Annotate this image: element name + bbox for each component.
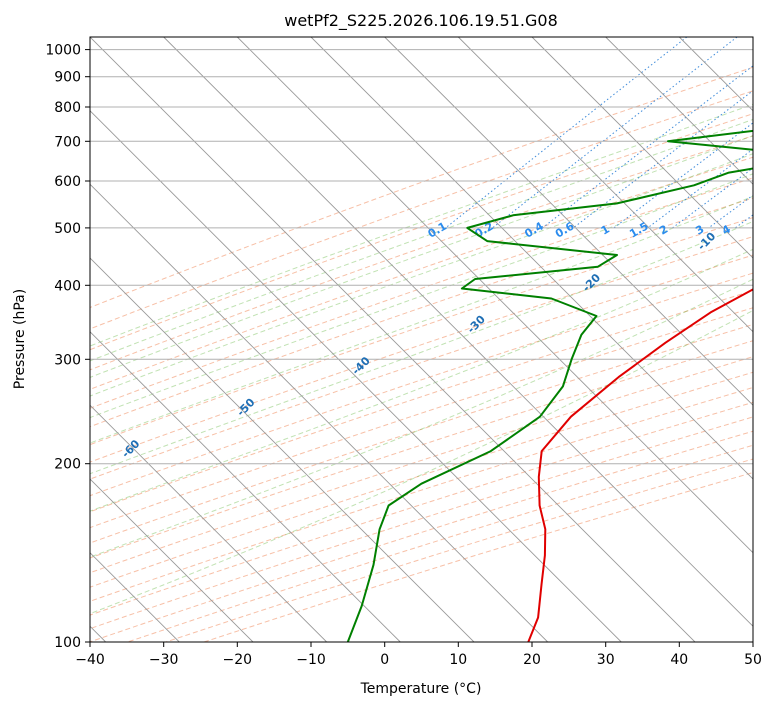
mixing-ratio-label: 0.6 (553, 219, 577, 240)
y-tick-label: 800 (54, 100, 81, 116)
dry-adiabat-line (90, 323, 753, 544)
y-tick-label: 300 (54, 352, 81, 368)
dry-adiabat-line (90, 290, 753, 513)
isotherm-line (531, 37, 753, 259)
dry-adiabat-line (90, 113, 753, 351)
y-tick-label: 400 (54, 278, 81, 294)
x-tick-label: −10 (296, 652, 326, 668)
y-tick-label: 600 (54, 174, 81, 190)
isotherm-line (90, 331, 401, 642)
x-tick-label: 10 (449, 652, 467, 668)
mixing-ratio-line (542, 65, 753, 229)
profile-series-line (346, 129, 753, 642)
y-tick-label: 1000 (45, 43, 81, 59)
y-tick-label: 700 (54, 134, 81, 150)
dry-adiabat-line (90, 401, 753, 616)
x-tick-label: 20 (523, 652, 541, 668)
isotherm-line (90, 478, 254, 642)
dry-adiabat-line (165, 458, 753, 642)
isotherm-line (457, 37, 753, 333)
isotherm-label: -70 (4, 479, 27, 502)
dry-adiabat-line (90, 371, 753, 588)
moist-adiabat-line (90, 103, 753, 347)
isotherm-line (310, 37, 753, 480)
chart-title: wetPf2_S225.2026.106.19.51.G08 (284, 11, 558, 31)
mixing-ratio-label: 6 (759, 222, 772, 237)
y-tick-label: 100 (54, 635, 81, 651)
x-tick-label: −20 (223, 652, 253, 668)
y-tick-label: 900 (54, 70, 81, 86)
y-axis-ticks: 100 200 300 400 500 600 700 800 900 1000 (45, 43, 90, 651)
dry-adiabat-line (90, 156, 753, 390)
x-tick-label: 30 (597, 652, 615, 668)
moist-adiabat-line (90, 195, 753, 444)
moist-adiabat-line (90, 309, 753, 615)
mixing-ratio-line (492, 37, 738, 229)
mixing-ratio-line (572, 90, 753, 229)
x-tick-label: −30 (149, 652, 179, 668)
y-tick-label: 500 (54, 221, 81, 237)
dry-adiabat-line (90, 307, 753, 529)
isotherm-line (605, 37, 753, 185)
mixing-ratio-label: 0.4 (522, 219, 546, 240)
dry-adiabat-line (90, 66, 753, 309)
x-tick-label: −40 (75, 652, 105, 668)
y-tick-label: 200 (54, 457, 81, 473)
moist-adiabat-line (90, 118, 753, 362)
dry-adiabat-line (90, 340, 753, 559)
x-tick-label: 40 (670, 652, 688, 668)
dry-adiabat-line (90, 356, 753, 574)
dry-adiabat-line (90, 272, 753, 497)
dry-adiabat-line (203, 471, 753, 642)
moist-adiabat-line (90, 278, 753, 558)
isotherm-line (752, 37, 753, 38)
mixing-ratio-line (672, 167, 753, 229)
isotherm-line (678, 37, 753, 112)
mixing-ratio-label: 4 (720, 222, 733, 237)
isopleth-labels: 0.10.20.40.611.52346810131620253036-100-… (4, 219, 772, 502)
isotherm-line (90, 183, 549, 642)
dry-adiabat-line (90, 386, 753, 602)
moist-adiabat-line (90, 173, 753, 419)
isotherm-line (236, 37, 753, 554)
profile-series-line (527, 288, 753, 642)
x-tick-label: 50 (744, 652, 762, 668)
isotherm-label: -60 (119, 437, 142, 460)
plot-frame (89, 36, 754, 643)
mixing-ratio-line (445, 37, 688, 229)
isotherm-line (90, 37, 696, 642)
profile-series (346, 129, 753, 642)
x-axis-label: Temperature (°C) (360, 681, 482, 697)
background-lines (90, 37, 753, 642)
isotherm-label: -30 (465, 313, 488, 336)
isotherm-line (163, 37, 753, 627)
dry-adiabat-line (90, 177, 753, 409)
dry-adiabat-line (90, 416, 753, 630)
isotherm-line (90, 110, 622, 642)
x-tick-label: 0 (380, 652, 389, 668)
x-axis-ticks: −40 −30 −20 −10 0 10 20 30 40 50 (75, 642, 762, 668)
isotherm-line (384, 37, 753, 406)
isotherm-label: -50 (234, 396, 257, 419)
y-axis-label: Pressure (hPa) (12, 289, 28, 389)
dry-adiabat-line (90, 254, 753, 480)
isotherm-line (90, 257, 475, 642)
isotherm-line (90, 404, 328, 642)
mixing-ratio-label: 0.1 (426, 220, 449, 241)
